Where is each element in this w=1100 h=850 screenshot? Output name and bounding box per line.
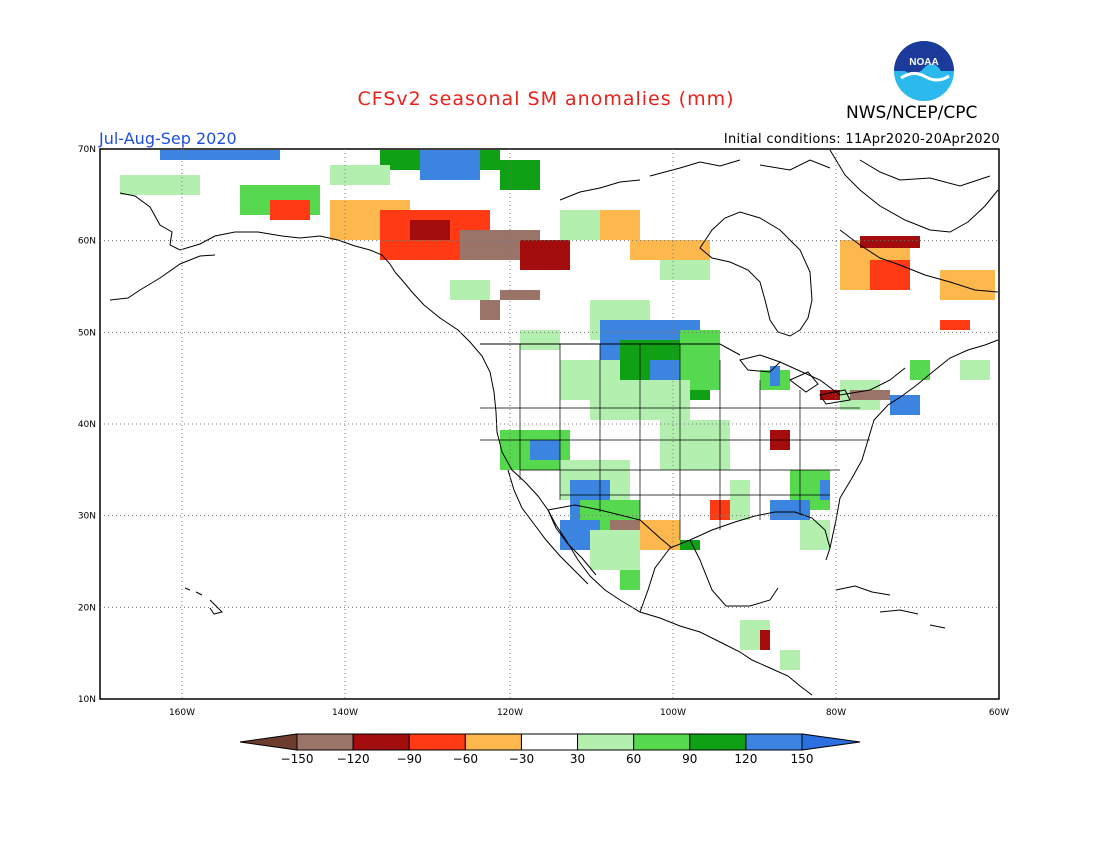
state-lines [480, 344, 870, 540]
lat-tick-label: 50N [78, 328, 96, 338]
colorbar-swatch [520, 733, 579, 751]
anomaly-cells [120, 150, 995, 670]
colorbar-swatch [352, 733, 410, 751]
lon-tick-label: 140W [332, 708, 358, 718]
lon-tick-label: 100W [660, 708, 686, 718]
anomaly-cell [730, 480, 750, 520]
anomaly-cell [660, 260, 710, 280]
colorbar-swatch [577, 733, 635, 751]
caribbean-islands [835, 585, 946, 629]
anomaly-cell [520, 240, 570, 270]
colorbar-label: −150 [281, 752, 314, 766]
atlantic-coast [829, 339, 999, 549]
anomaly-cell [600, 210, 640, 240]
lon-tick-label: 120W [497, 708, 523, 718]
colorbar-label: 150 [791, 752, 814, 766]
anomaly-cell [640, 520, 680, 550]
baja-coast [507, 469, 597, 585]
anomaly-cell [630, 240, 710, 260]
colorbar-high-arrow [801, 733, 861, 751]
greenland-coast [829, 149, 999, 233]
alaska-coast [119, 192, 396, 273]
lon-tick-label: 60W [989, 708, 1009, 718]
lat-tick-label: 20N [78, 603, 96, 613]
hudson-bay [699, 211, 813, 337]
anomaly-cell [660, 420, 730, 470]
agency-label: NWS/NCEP/CPC [846, 103, 978, 123]
colorbar-label: −90 [397, 752, 422, 766]
anomaly-cell [860, 236, 920, 248]
pacific-coast [394, 271, 813, 696]
lat-tick-label: 40N [78, 420, 96, 430]
gulf-coast [639, 511, 831, 613]
lat-tick-label: 70N [78, 145, 96, 155]
anomaly-cell [160, 150, 280, 160]
anomaly-cell [940, 320, 970, 330]
lat-tick-label: 60N [78, 237, 96, 247]
hawaii [184, 587, 223, 615]
anomaly-cell [680, 540, 700, 550]
anomaly-cell [850, 390, 890, 400]
lon-tick-label: 80W [826, 708, 846, 718]
lat-tick-label: 10N [78, 695, 96, 705]
colorbar-label: −60 [453, 752, 478, 766]
initial-conditions-label: Initial conditions: 11Apr2020-20Apr2020 [723, 132, 1000, 147]
colorbar-swatch [745, 733, 803, 751]
anomaly-cell [820, 390, 840, 400]
anomaly-cell [590, 530, 640, 570]
anomaly-cell [960, 360, 990, 380]
anomaly-cell [420, 150, 480, 180]
anomaly-cell [780, 650, 800, 670]
logo-text: NOAA [909, 57, 938, 68]
coastlines [109, 149, 999, 696]
anomaly-cell [770, 366, 780, 386]
colorbar-swatch [464, 733, 522, 751]
colorbar-label: 120 [734, 752, 757, 766]
colorbar-swatch [296, 733, 354, 751]
anomaly-cell [500, 160, 540, 190]
colorbar-low-arrow [239, 733, 298, 751]
lat-tick-label: 30N [78, 512, 96, 522]
arctic-islands [559, 159, 991, 201]
anomaly-cell [890, 395, 920, 415]
anomaly-cell [330, 165, 390, 185]
anomaly-cell [530, 440, 560, 460]
anomaly-cell [940, 270, 995, 300]
us-mexico-border [547, 504, 673, 549]
anomaly-cell [820, 480, 830, 500]
season-label: Jul-Aug-Sep 2020 [99, 129, 237, 148]
anomaly-cell [480, 300, 500, 320]
anomaly-cell [450, 280, 490, 300]
anomaly-cell [120, 175, 200, 195]
colorbar: −150 −120 −90 −60 −30 30 60 90 120 150 [239, 733, 861, 766]
anomaly-cell [870, 260, 910, 290]
labrador-coast [839, 229, 999, 293]
anomaly-cell [410, 220, 450, 240]
anomaly-cell [520, 330, 560, 350]
anomaly-cell [910, 360, 930, 380]
anomaly-cell [760, 630, 770, 650]
axis-ticks: 70N 60N 50N 40N 30N 20N 10N 160W 140W 120W 100W 80W… [78, 145, 1009, 718]
great-lakes [739, 354, 851, 405]
anomaly-cell [500, 290, 540, 300]
noaa-logo: NOAA [894, 41, 954, 101]
colorbar-label: 60 [626, 752, 641, 766]
anomaly-cell [270, 200, 310, 220]
colorbar-swatch [633, 733, 691, 751]
colorbar-label: 30 [570, 752, 585, 766]
lat-lon-grid [100, 149, 999, 699]
colorbar-swatch [408, 733, 466, 751]
anomaly-cell [620, 570, 640, 590]
colorbar-label: −120 [337, 752, 370, 766]
anomaly-cell [770, 500, 810, 520]
anomaly-cell [800, 520, 830, 550]
colorbar-label: −30 [509, 752, 534, 766]
colorbar-swatch [689, 733, 747, 751]
map-title: CFSv2 seasonal SM anomalies (mm) [357, 88, 735, 110]
lon-tick-label: 160W [169, 708, 195, 718]
aleutians [109, 254, 216, 301]
colorbar-label: 90 [682, 752, 697, 766]
